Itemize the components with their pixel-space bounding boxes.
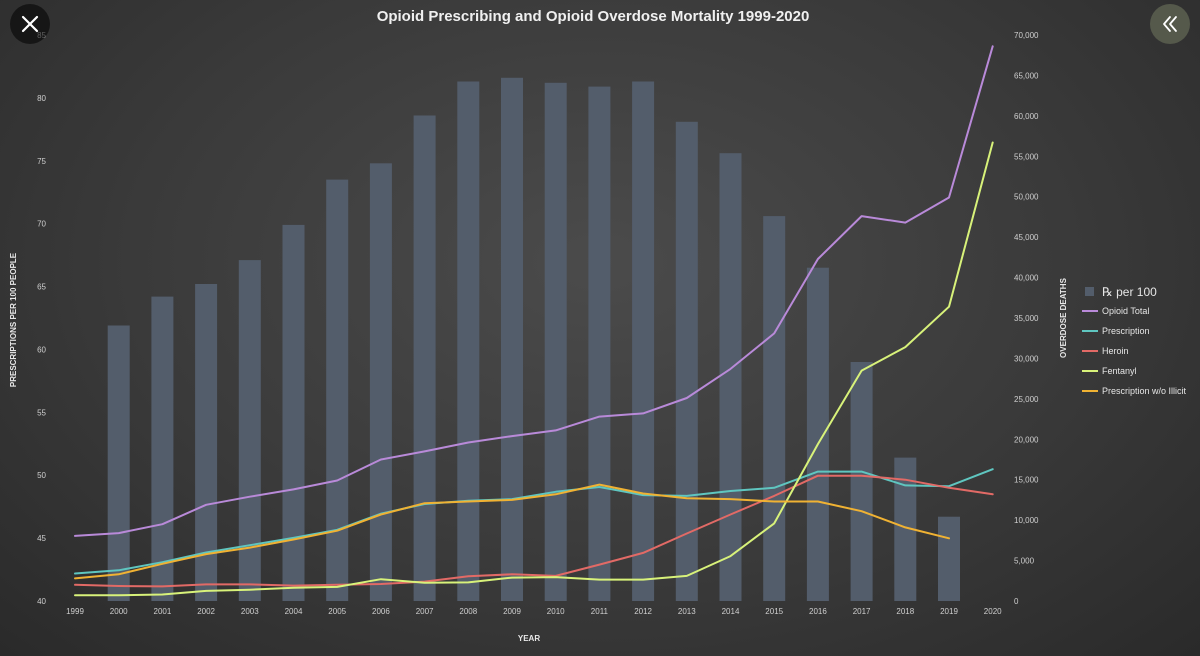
- left-tick-label: 55: [37, 408, 46, 417]
- x-tick-label: 2006: [372, 607, 390, 616]
- x-axis-title: YEAR: [518, 634, 540, 643]
- left-tick-label: 80: [37, 94, 46, 103]
- x-tick-label: 2015: [765, 607, 783, 616]
- line-heroin: [74, 474, 994, 588]
- x-tick-label: 1999: [66, 607, 84, 616]
- bar-2003: [238, 260, 261, 601]
- left-tick-label: 75: [37, 157, 46, 166]
- double-chevron-left-icon: [1163, 16, 1177, 32]
- x-tick-label: 2003: [241, 607, 259, 616]
- x-tick-label: 2010: [547, 607, 565, 616]
- line-prescription: [74, 468, 994, 575]
- right-tick-label: 40,000: [1014, 274, 1039, 283]
- x-tick-label: 2016: [809, 607, 827, 616]
- right-tick-label: 65,000: [1014, 71, 1039, 80]
- left-tick-label: 40: [37, 597, 46, 606]
- x-tick-label: 2012: [634, 607, 652, 616]
- left-tick-label: 45: [37, 534, 46, 543]
- right-tick-label: 45,000: [1014, 233, 1039, 242]
- bars: [107, 77, 960, 602]
- bar-2017: [850, 362, 873, 601]
- line-opioid-total: [74, 45, 994, 537]
- y-axis-title-right: OVERDOSE DEATHS: [1059, 277, 1068, 358]
- close-icon: [21, 15, 39, 33]
- x-tick-label: 2001: [154, 607, 172, 616]
- bar-2016: [806, 267, 829, 601]
- legend-swatch-bar: [1085, 287, 1094, 296]
- left-tick-label: 70: [37, 220, 46, 229]
- right-tick-label: 60,000: [1014, 112, 1039, 121]
- x-tick-label: 2011: [591, 607, 609, 616]
- x-tick-label: 2008: [459, 607, 477, 616]
- chart-title: Opioid Prescribing and Opioid Overdose M…: [377, 8, 810, 25]
- x-tick-label: 2002: [197, 607, 215, 616]
- legend-label: Prescription w/o Illicit: [1102, 386, 1187, 396]
- bar-2013: [675, 121, 698, 602]
- bar-2019: [938, 516, 960, 601]
- right-tick-label: 70,000: [1014, 31, 1039, 40]
- x-tick-label: 2020: [984, 607, 1002, 616]
- bar-2002: [195, 284, 218, 601]
- bar-2000: [107, 325, 130, 601]
- x-tick-label: 2009: [503, 607, 521, 616]
- right-tick-label: 10,000: [1014, 516, 1039, 525]
- right-tick-label: 55,000: [1014, 152, 1039, 161]
- bar-2007: [413, 115, 436, 601]
- bar-2014: [719, 153, 742, 601]
- bar-2010: [544, 82, 567, 602]
- x-tick-label: 2014: [722, 607, 740, 616]
- bar-2009: [501, 77, 523, 602]
- legend-label: Opioid Total: [1102, 306, 1149, 316]
- right-tick-label: 30,000: [1014, 354, 1039, 363]
- x-axis: 1999 2000 2001 2002 2003 2004 2005 2006 2007 2008…: [66, 607, 1002, 616]
- right-tick-label: 0: [1014, 597, 1019, 606]
- bar-2006: [369, 163, 392, 602]
- bar-2005: [326, 179, 349, 601]
- y-axis-title-left: PRESCRIPTIONS PER 100 PEOPLE: [9, 252, 18, 387]
- bar-2001: [151, 296, 174, 601]
- left-tick-label: 65: [37, 283, 46, 292]
- bar-2015: [763, 216, 786, 601]
- right-tick-label: 35,000: [1014, 314, 1039, 323]
- close-button[interactable]: [10, 4, 50, 44]
- x-tick-label: 2017: [853, 607, 871, 616]
- bar-2018: [894, 457, 917, 601]
- right-tick-label: 15,000: [1014, 476, 1039, 485]
- bar-2008: [457, 81, 480, 601]
- legend: ℞ per 100 Opioid Total Prescription Heroin F…: [1082, 285, 1187, 396]
- bar-2012: [632, 81, 655, 601]
- line-prescription-w-o-illicit: [74, 483, 950, 580]
- legend-label: ℞ per 100: [1102, 285, 1157, 299]
- left-tick-label: 60: [37, 345, 46, 354]
- series-lines: [74, 45, 994, 597]
- x-tick-label: 2018: [896, 607, 914, 616]
- right-tick-label: 25,000: [1014, 395, 1039, 404]
- x-tick-label: 2013: [678, 607, 696, 616]
- legend-label: Prescription: [1102, 326, 1150, 336]
- right-axis: 0 5,000 10,000 15,000 20,000 25,000 30,000 35,0…: [1014, 31, 1039, 606]
- line-fentanyl: [74, 141, 994, 597]
- bar-2004: [282, 224, 305, 601]
- x-tick-label: 2019: [940, 607, 958, 616]
- right-tick-label: 50,000: [1014, 193, 1039, 202]
- right-tick-label: 20,000: [1014, 435, 1039, 444]
- x-tick-label: 2004: [285, 607, 303, 616]
- bar-2011: [588, 86, 611, 602]
- legend-label: Fentanyl: [1102, 366, 1137, 376]
- left-tick-label: 50: [37, 471, 46, 480]
- legend-label: Heroin: [1102, 346, 1129, 356]
- x-tick-label: 2005: [328, 607, 346, 616]
- right-tick-label: 5,000: [1014, 557, 1035, 566]
- collapse-panel-button[interactable]: [1150, 4, 1190, 44]
- x-tick-label: 2007: [416, 607, 434, 616]
- x-tick-label: 2000: [110, 607, 128, 616]
- left-axis: 40455055606570758085: [37, 31, 46, 606]
